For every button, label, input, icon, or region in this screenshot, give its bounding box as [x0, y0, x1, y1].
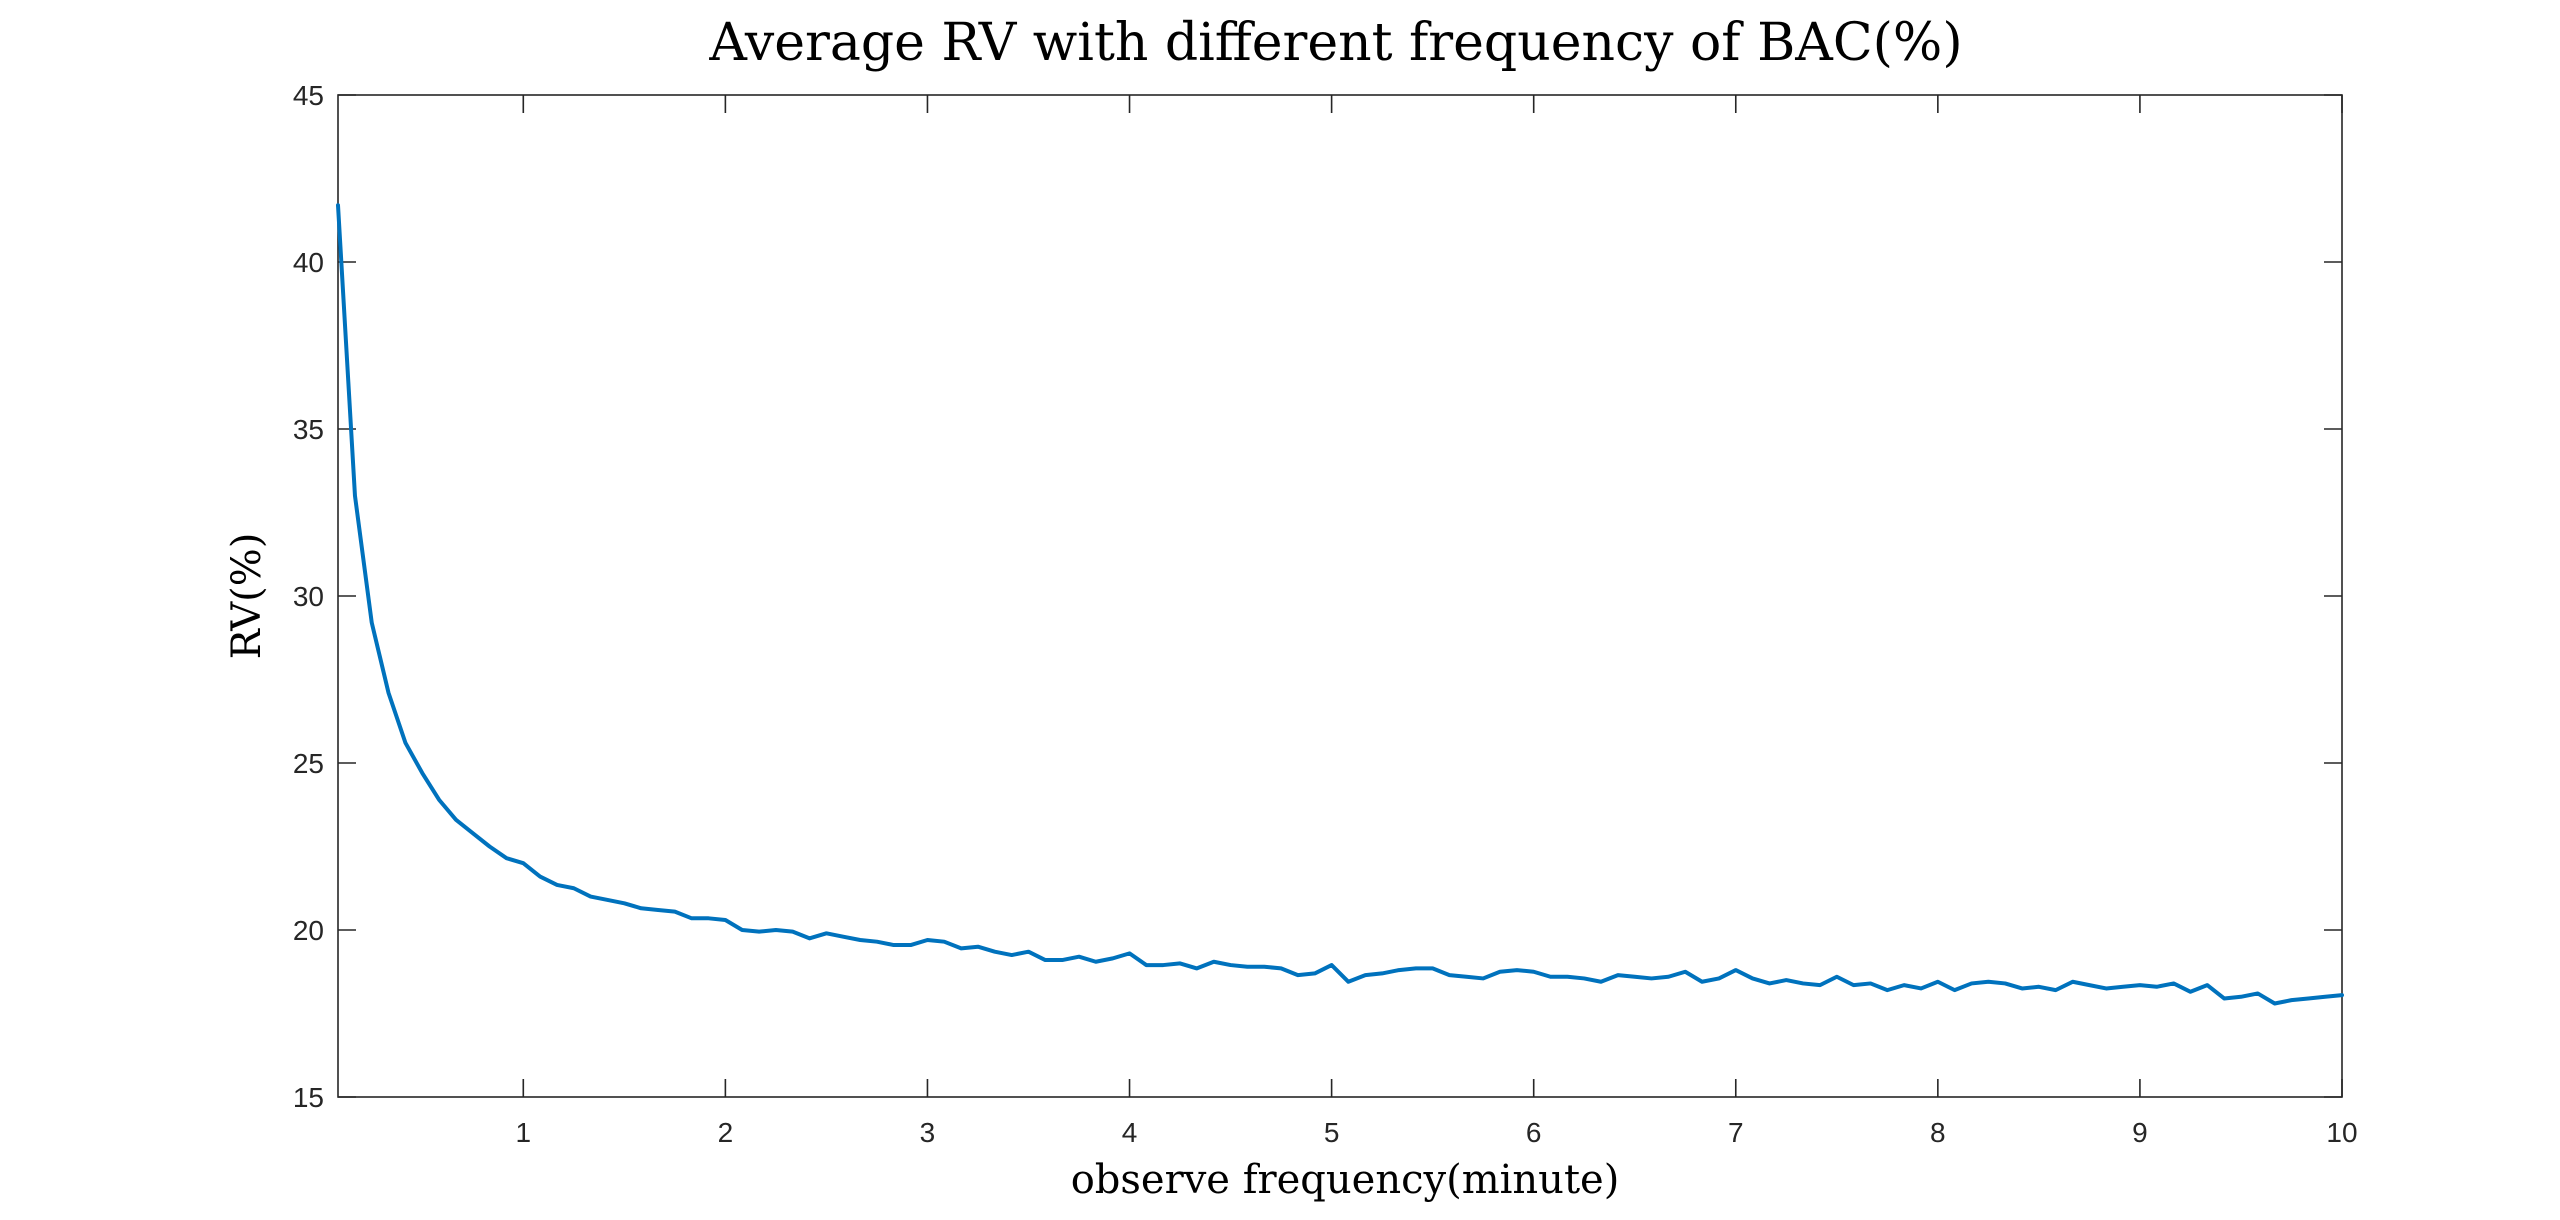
x-tick-label: 7 — [1728, 1117, 1744, 1148]
y-axis-ticks: 15 20 25 30 35 40 45 — [293, 80, 2342, 1113]
series-group — [336, 203, 2344, 1006]
x-tick-label: 10 — [2326, 1117, 2357, 1148]
y-axis-label: RV(%) — [224, 533, 270, 660]
x-tick-label: 9 — [2132, 1117, 2148, 1148]
y-tick-label: 45 — [293, 80, 324, 111]
x-axis-ticks: 1 2 3 4 5 6 7 8 9 10 — [516, 95, 2358, 1148]
x-tick-label: 6 — [1526, 1117, 1542, 1148]
y-tick-label: 40 — [293, 247, 324, 278]
x-tick-label: 4 — [1122, 1117, 1138, 1148]
x-tick-label: 1 — [516, 1117, 532, 1148]
x-tick-label: 3 — [920, 1117, 936, 1148]
plot-area-frame — [337, 94, 2343, 1098]
y-tick-label: 35 — [293, 414, 324, 445]
x-axis-label: observe frequency(minute) — [1071, 1157, 1620, 1203]
series-line — [336, 203, 2344, 1006]
y-tick-label: 25 — [293, 748, 324, 779]
y-tick-label: 30 — [293, 581, 324, 612]
y-tick-label: 15 — [293, 1082, 324, 1113]
x-tick-label: 8 — [1930, 1117, 1946, 1148]
x-tick-label: 5 — [1324, 1117, 1340, 1148]
x-tick-label: 2 — [718, 1117, 734, 1148]
chart-title: Average RV with different frequency of B… — [708, 13, 1962, 73]
y-tick-label: 20 — [293, 915, 324, 946]
